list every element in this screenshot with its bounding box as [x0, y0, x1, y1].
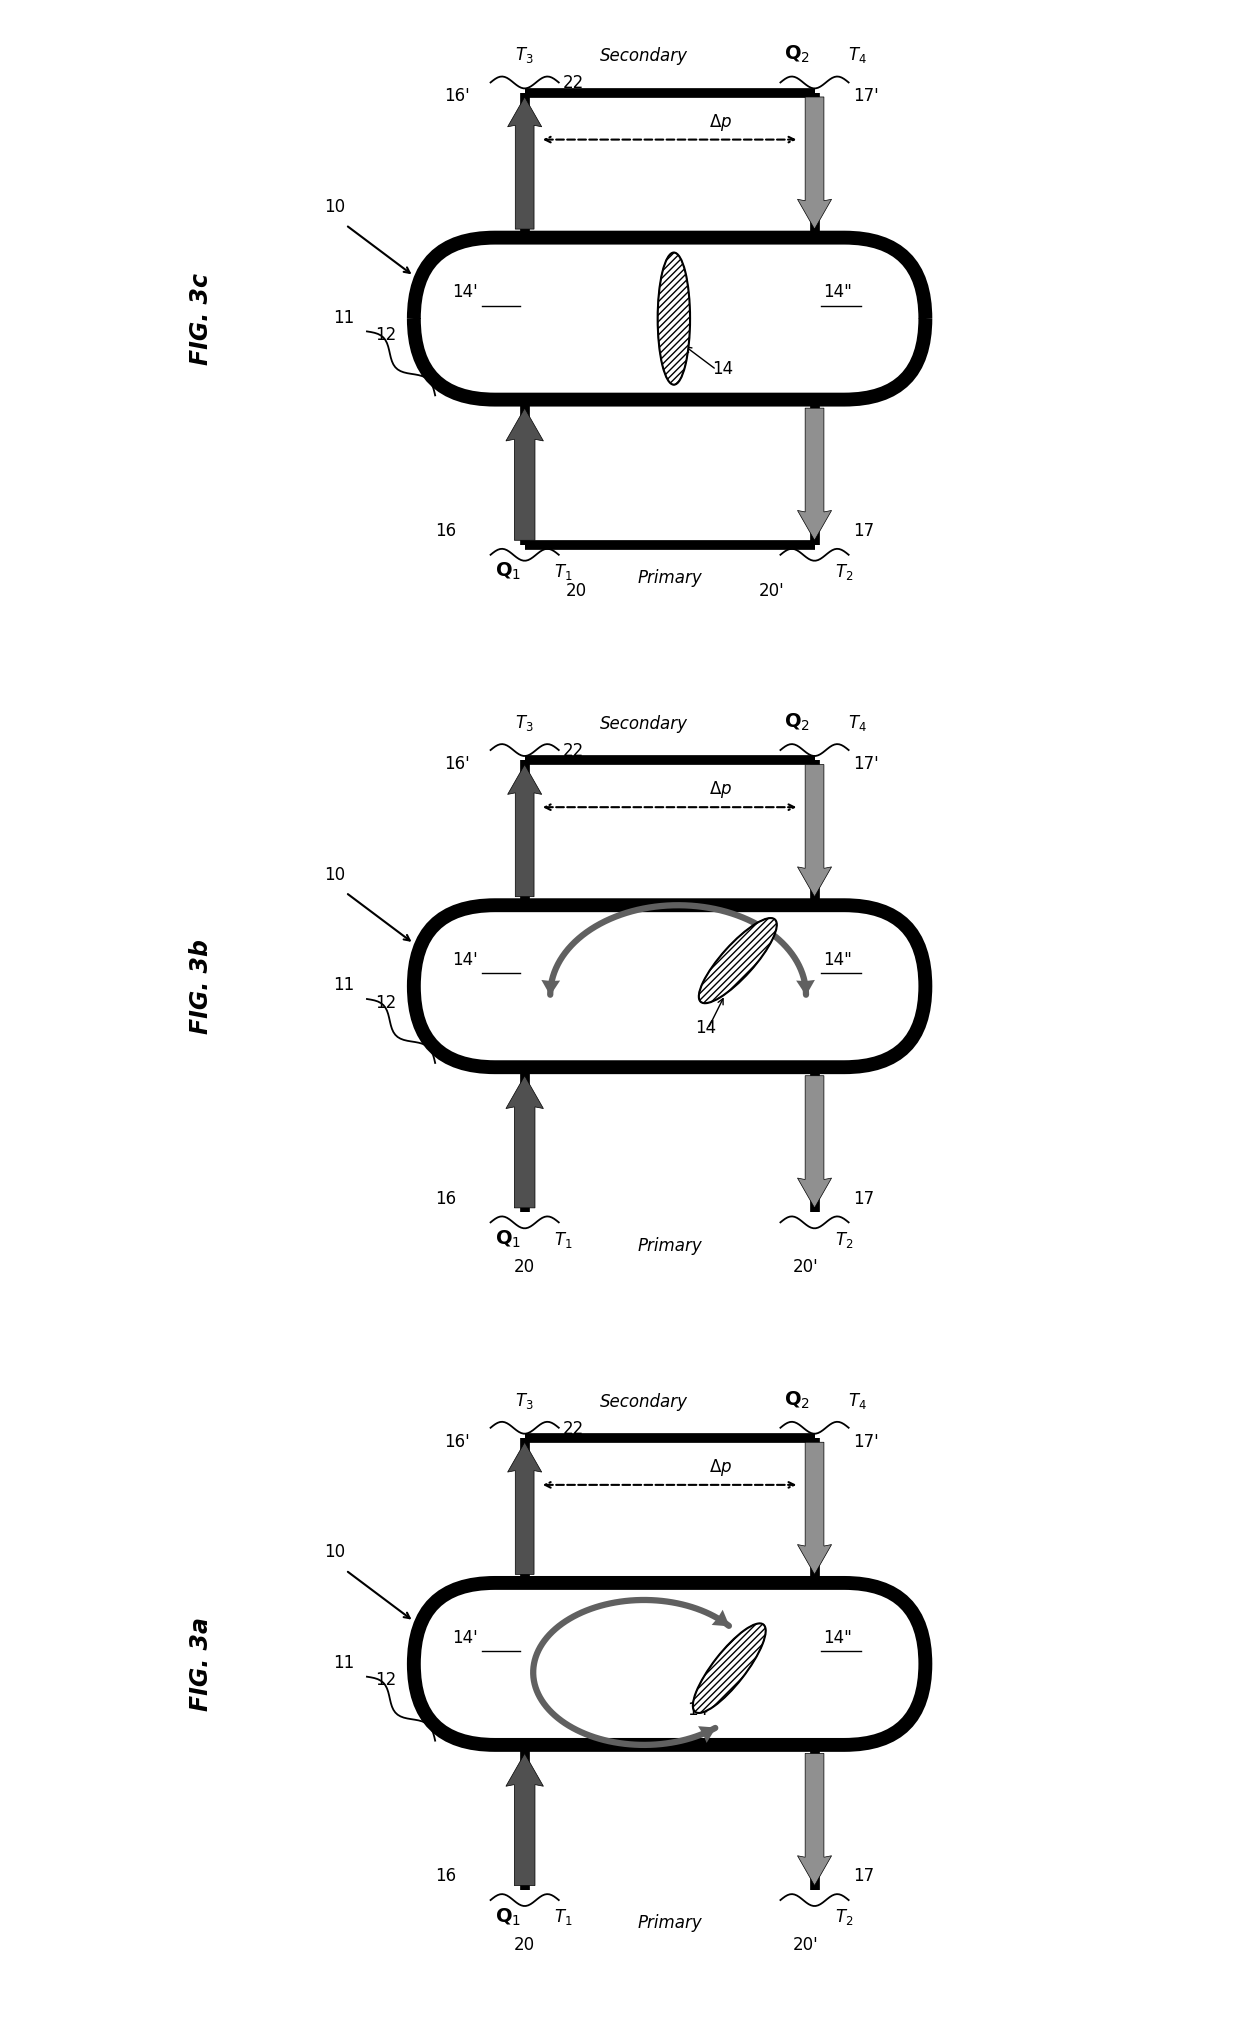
Ellipse shape — [693, 1622, 766, 1713]
Text: 11: 11 — [332, 977, 355, 995]
Text: 17: 17 — [853, 1190, 874, 1208]
FancyArrow shape — [797, 97, 832, 229]
Text: $T_2$: $T_2$ — [836, 1908, 853, 1928]
Text: $\mathbf{Q}_1$: $\mathbf{Q}_1$ — [495, 1906, 521, 1928]
Text: $T_4$: $T_4$ — [848, 712, 867, 732]
Text: 14": 14" — [823, 283, 852, 301]
Text: 14': 14' — [453, 951, 477, 969]
Text: $T_3$: $T_3$ — [516, 45, 534, 65]
Text: $T_3$: $T_3$ — [516, 1390, 534, 1410]
Text: 14': 14' — [453, 283, 477, 301]
FancyBboxPatch shape — [414, 1582, 925, 1746]
Text: 14: 14 — [712, 360, 733, 378]
FancyArrow shape — [507, 765, 542, 896]
FancyArrow shape — [507, 1442, 542, 1574]
Ellipse shape — [699, 918, 776, 1003]
Text: 12: 12 — [376, 993, 397, 1012]
Text: 10: 10 — [325, 866, 346, 884]
Text: Primary: Primary — [637, 1236, 702, 1254]
Text: 16': 16' — [444, 1432, 470, 1450]
Text: 20': 20' — [794, 1258, 818, 1277]
Text: $\Delta p$: $\Delta p$ — [709, 111, 733, 134]
Text: 11: 11 — [332, 310, 355, 328]
Text: $T_4$: $T_4$ — [848, 1390, 867, 1410]
Text: 20: 20 — [515, 1936, 536, 1954]
Text: FIG. 3c: FIG. 3c — [188, 273, 213, 364]
Text: 20: 20 — [515, 1258, 536, 1277]
Text: $T_1$: $T_1$ — [554, 562, 573, 583]
Text: 16: 16 — [435, 1190, 456, 1208]
Text: $T_1$: $T_1$ — [554, 1230, 573, 1250]
FancyArrow shape — [712, 1610, 729, 1626]
Text: 14": 14" — [823, 1629, 852, 1647]
FancyBboxPatch shape — [414, 237, 925, 401]
Text: FIG. 3a: FIG. 3a — [188, 1616, 213, 1711]
Text: 10: 10 — [325, 198, 346, 216]
FancyArrow shape — [698, 1726, 715, 1744]
Text: Primary: Primary — [637, 1914, 702, 1932]
Text: 20': 20' — [794, 1936, 818, 1954]
Text: 12: 12 — [376, 326, 397, 344]
Text: $\mathbf{Q}_2$: $\mathbf{Q}_2$ — [785, 712, 811, 732]
Text: Secondary: Secondary — [600, 47, 688, 65]
Text: Secondary: Secondary — [600, 714, 688, 732]
Text: $\mathbf{Q}_1$: $\mathbf{Q}_1$ — [495, 1228, 521, 1250]
FancyArrow shape — [797, 409, 832, 540]
Text: FIG. 3b: FIG. 3b — [188, 939, 213, 1034]
Text: Secondary: Secondary — [600, 1392, 688, 1410]
FancyArrow shape — [542, 979, 560, 995]
Text: $T_2$: $T_2$ — [836, 1230, 853, 1250]
Text: 14: 14 — [687, 1701, 708, 1720]
Text: $\mathbf{Q}_1$: $\mathbf{Q}_1$ — [495, 560, 521, 583]
Text: $T_3$: $T_3$ — [516, 712, 534, 732]
Text: 16: 16 — [435, 1867, 456, 1885]
FancyBboxPatch shape — [414, 904, 925, 1068]
FancyArrow shape — [506, 1076, 543, 1208]
Text: 16: 16 — [435, 522, 456, 540]
Text: 17': 17' — [853, 1432, 879, 1450]
Text: 22: 22 — [563, 75, 584, 93]
Text: $T_4$: $T_4$ — [848, 45, 867, 65]
Text: 17: 17 — [853, 522, 874, 540]
Text: 17': 17' — [853, 755, 879, 773]
Text: $\Delta p$: $\Delta p$ — [709, 1457, 733, 1479]
FancyArrow shape — [796, 979, 815, 995]
FancyArrow shape — [797, 1754, 832, 1885]
FancyArrow shape — [506, 1754, 543, 1885]
Text: $\Delta p$: $\Delta p$ — [709, 779, 733, 801]
Text: $T_2$: $T_2$ — [836, 562, 853, 583]
Text: 11: 11 — [332, 1655, 355, 1673]
FancyArrow shape — [797, 765, 832, 896]
FancyArrow shape — [797, 1442, 832, 1574]
Text: 12: 12 — [376, 1671, 397, 1689]
Text: 17: 17 — [853, 1867, 874, 1885]
Text: $T_1$: $T_1$ — [554, 1908, 573, 1928]
Ellipse shape — [657, 253, 691, 384]
FancyArrow shape — [506, 409, 543, 540]
FancyArrow shape — [797, 1076, 832, 1208]
Text: 22: 22 — [563, 1420, 584, 1438]
Text: 17': 17' — [853, 87, 879, 105]
Text: 14: 14 — [696, 1020, 717, 1038]
Text: $\mathbf{Q}_2$: $\mathbf{Q}_2$ — [785, 1390, 811, 1410]
Text: 14': 14' — [453, 1629, 477, 1647]
FancyArrow shape — [507, 97, 542, 229]
Text: $\mathbf{Q}_2$: $\mathbf{Q}_2$ — [785, 45, 811, 65]
Text: 16': 16' — [444, 87, 470, 105]
Text: 14": 14" — [823, 951, 852, 969]
Text: 22: 22 — [563, 742, 584, 761]
Text: 16': 16' — [444, 755, 470, 773]
Text: Primary: Primary — [637, 568, 702, 587]
Text: 20: 20 — [565, 583, 587, 599]
Text: 20': 20' — [759, 583, 785, 599]
Text: 10: 10 — [325, 1544, 346, 1562]
